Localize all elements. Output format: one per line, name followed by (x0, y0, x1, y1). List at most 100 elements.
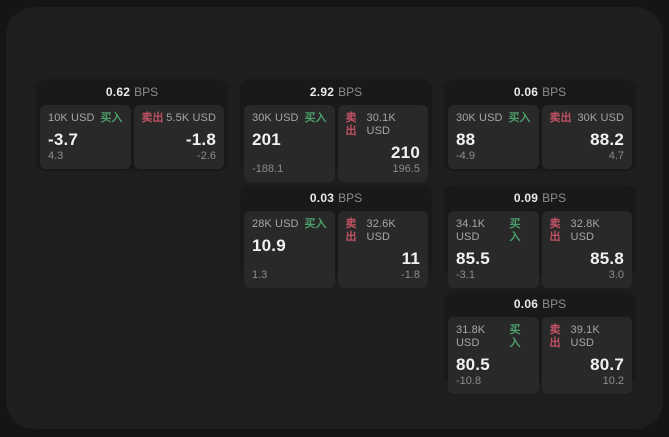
buy-panel[interactable]: 30K USD 买入 201 -188.1 (244, 105, 335, 182)
sell-amount: 30.1K USD (366, 112, 396, 137)
bps-suffix-label: BPS (338, 85, 363, 99)
buy-price: -3.7 (48, 130, 79, 149)
quote-card: 0.06 BPS 31.8K USD 买入 80.5 -10.8 卖出 39.1… (444, 291, 636, 394)
sell-panel-top: 卖出 39.1K USD (550, 324, 625, 350)
buy-panel[interactable]: 28K USD 买入 10.9 1.3 (244, 211, 335, 288)
quote-panels: 34.1K USD 买入 85.5 -3.1 卖出 32.8K USD 85.8… (448, 211, 632, 288)
bps-value: 0.09 (513, 191, 539, 205)
quote-card: 0.03 BPS 28K USD 买入 10.9 1.3 卖出 32.6K US… (240, 185, 432, 288)
card-header: 0.62 BPS (40, 79, 224, 105)
buy-price: 10.9 (252, 236, 286, 255)
buy-panel-top: 30K USD 买入 (252, 112, 327, 125)
app-window: 0.62 BPS 10K USD 买入 -3.7 4.3 卖出 5.5K USD… (6, 7, 663, 429)
sell-delta: 196.5 (392, 163, 420, 175)
sell-amount: 32.8K USD (570, 218, 600, 243)
sell-panel[interactable]: 卖出 39.1K USD 80.7 10.2 (541, 317, 632, 394)
bps-value: 2.92 (309, 85, 335, 99)
bps-value: 0.06 (513, 85, 539, 99)
sell-panel[interactable]: 卖出 30K USD 88.2 4.7 (541, 105, 632, 169)
buy-price: 201 (252, 130, 281, 149)
quote-panels: 28K USD 买入 10.9 1.3 卖出 32.6K USD 11 -1.8 (244, 211, 428, 288)
bps-value: 0.03 (309, 191, 335, 205)
buy-price: 80.5 (456, 355, 490, 374)
sell-side-label: 卖出 (141, 112, 164, 124)
sell-amount: 39.1K USD (570, 324, 600, 349)
sell-panel-top: 卖出 5.5K USD (142, 112, 217, 125)
buy-side-label: 买入 (304, 112, 327, 124)
buy-side-label: 买入 (509, 218, 521, 243)
bps-suffix-label: BPS (134, 85, 159, 99)
buy-side-label: 买入 (304, 218, 327, 230)
buy-price: 85.5 (456, 249, 490, 268)
sell-amount: 5.5K USD (166, 112, 216, 124)
quote-card: 2.92 BPS 30K USD 买入 201 -188.1 卖出 30.1K … (240, 79, 432, 182)
sell-side-label: 卖出 (549, 324, 561, 349)
bps-value: 0.06 (513, 297, 539, 311)
sell-price: 210 (391, 143, 420, 162)
buy-price: 88 (456, 130, 476, 149)
quote-card: 0.09 BPS 34.1K USD 买入 85.5 -3.1 卖出 32.8K… (444, 185, 636, 288)
sell-amount: 30K USD (577, 112, 624, 124)
buy-delta: -3.1 (456, 269, 475, 281)
buy-amount: 28K USD (252, 218, 299, 230)
card-header: 2.92 BPS (244, 79, 428, 105)
buy-panel-top: 34.1K USD 买入 (456, 218, 531, 244)
sell-amount: 32.6K USD (366, 218, 396, 243)
buy-panel-top: 28K USD 买入 (252, 218, 327, 231)
buy-delta: -4.9 (456, 150, 475, 162)
card-header: 0.06 BPS (448, 79, 632, 105)
bps-value: 0.62 (105, 85, 131, 99)
bps-suffix-label: BPS (542, 85, 567, 99)
sell-panel[interactable]: 卖出 5.5K USD -1.8 -2.6 (133, 105, 224, 169)
card-header: 0.06 BPS (448, 291, 632, 317)
bps-suffix-label: BPS (542, 191, 567, 205)
buy-delta: 1.3 (252, 269, 268, 281)
buy-panel[interactable]: 30K USD 买入 88 -4.9 (448, 105, 539, 169)
sell-panel[interactable]: 卖出 32.8K USD 85.8 3.0 (541, 211, 632, 288)
sell-price: 11 (401, 249, 420, 268)
sell-side-label: 卖出 (549, 112, 572, 124)
buy-panel-top: 10K USD 买入 (48, 112, 123, 125)
buy-side-label: 买入 (100, 112, 123, 124)
buy-amount: 10K USD (48, 112, 95, 124)
sell-price: 80.7 (590, 355, 624, 374)
quote-card: 0.62 BPS 10K USD 买入 -3.7 4.3 卖出 5.5K USD… (36, 79, 228, 171)
sell-delta: -1.8 (401, 269, 420, 281)
buy-amount: 30K USD (456, 112, 503, 124)
quote-panels: 30K USD 买入 88 -4.9 卖出 30K USD 88.2 4.7 (448, 105, 632, 169)
bps-suffix-label: BPS (542, 297, 567, 311)
card-header: 0.09 BPS (448, 185, 632, 211)
buy-panel-top: 30K USD 买入 (456, 112, 531, 125)
buy-side-label: 买入 (508, 112, 531, 124)
sell-panel[interactable]: 卖出 32.6K USD 11 -1.8 (337, 211, 428, 288)
quote-card: 0.06 BPS 30K USD 买入 88 -4.9 卖出 30K USD 8… (444, 79, 636, 171)
buy-delta: 4.3 (48, 150, 64, 162)
sell-side-label: 卖出 (345, 112, 357, 137)
sell-price: 85.8 (590, 249, 624, 268)
sell-side-label: 卖出 (345, 218, 357, 243)
sell-delta: 4.7 (608, 150, 624, 162)
buy-panel[interactable]: 10K USD 买入 -3.7 4.3 (40, 105, 131, 169)
buy-amount: 34.1K USD (456, 218, 486, 243)
quote-panels: 30K USD 买入 201 -188.1 卖出 30.1K USD 210 1… (244, 105, 428, 182)
buy-amount: 30K USD (252, 112, 299, 124)
quote-panels: 10K USD 买入 -3.7 4.3 卖出 5.5K USD -1.8 -2.… (40, 105, 224, 169)
sell-panel[interactable]: 卖出 30.1K USD 210 196.5 (337, 105, 428, 182)
sell-delta: 10.2 (602, 375, 624, 387)
sell-panel-top: 卖出 30K USD (550, 112, 625, 125)
sell-delta: 3.0 (608, 269, 624, 281)
sell-panel-top: 卖出 32.6K USD (346, 218, 421, 244)
buy-panel[interactable]: 34.1K USD 买入 85.5 -3.1 (448, 211, 539, 288)
cards-grid: 0.62 BPS 10K USD 买入 -3.7 4.3 卖出 5.5K USD… (36, 79, 636, 394)
sell-panel-top: 卖出 32.8K USD (550, 218, 625, 244)
sell-price: -1.8 (185, 130, 216, 149)
buy-amount: 31.8K USD (456, 324, 486, 349)
buy-side-label: 买入 (509, 324, 521, 349)
buy-panel[interactable]: 31.8K USD 买入 80.5 -10.8 (448, 317, 539, 394)
buy-delta: -10.8 (456, 375, 482, 387)
sell-price: 88.2 (590, 130, 624, 149)
sell-panel-top: 卖出 30.1K USD (346, 112, 421, 138)
card-header: 0.03 BPS (244, 185, 428, 211)
buy-delta: -188.1 (252, 163, 284, 175)
bps-suffix-label: BPS (338, 191, 363, 205)
